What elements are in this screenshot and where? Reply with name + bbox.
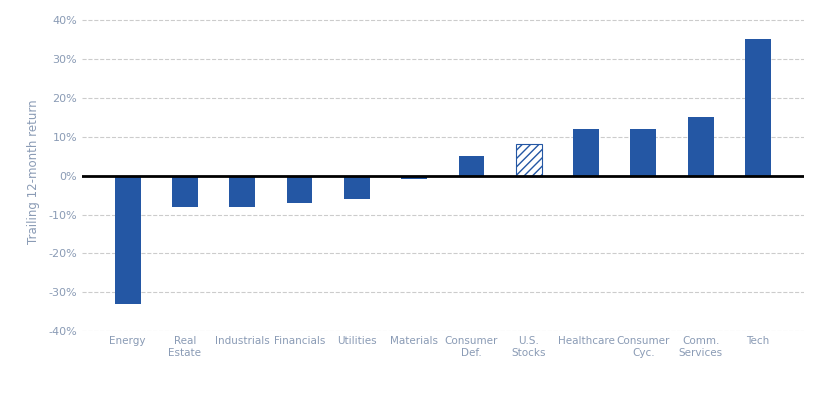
Bar bbox=[572, 129, 598, 176]
Bar bbox=[744, 39, 770, 176]
Bar bbox=[343, 176, 369, 199]
Bar bbox=[287, 176, 312, 203]
Bar bbox=[400, 176, 427, 179]
Bar bbox=[172, 176, 197, 207]
Y-axis label: Trailing 12-month return: Trailing 12-month return bbox=[27, 99, 40, 244]
Bar bbox=[515, 145, 541, 176]
Bar bbox=[229, 176, 255, 207]
Bar bbox=[630, 129, 655, 176]
Bar bbox=[458, 156, 484, 176]
Bar bbox=[115, 176, 140, 304]
Bar bbox=[687, 117, 713, 176]
